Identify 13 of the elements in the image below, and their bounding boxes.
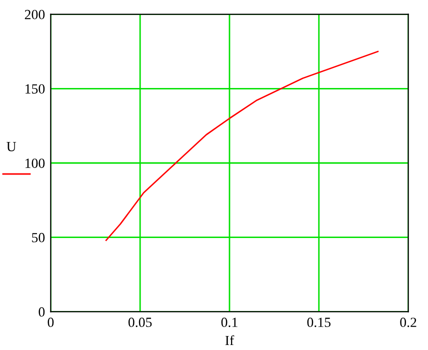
- y-tick-label: 50: [32, 232, 45, 242]
- y-tick-label: 0: [38, 307, 45, 317]
- y-tick-label: 100: [26, 158, 45, 168]
- x-tick-label: 0: [48, 318, 54, 328]
- line-series: [105, 50, 379, 242]
- x-axis-title: If: [225, 335, 234, 346]
- y-axis-title: U: [6, 142, 16, 152]
- x-tick-label: 0.05: [128, 318, 152, 328]
- x-tick-label: 0.1: [221, 318, 238, 328]
- x-tick-label: 0.15: [307, 318, 331, 328]
- y-tick-label: 150: [26, 84, 45, 94]
- x-tick-label: 0.2: [400, 318, 416, 328]
- y-tick-label: 200: [24, 10, 45, 20]
